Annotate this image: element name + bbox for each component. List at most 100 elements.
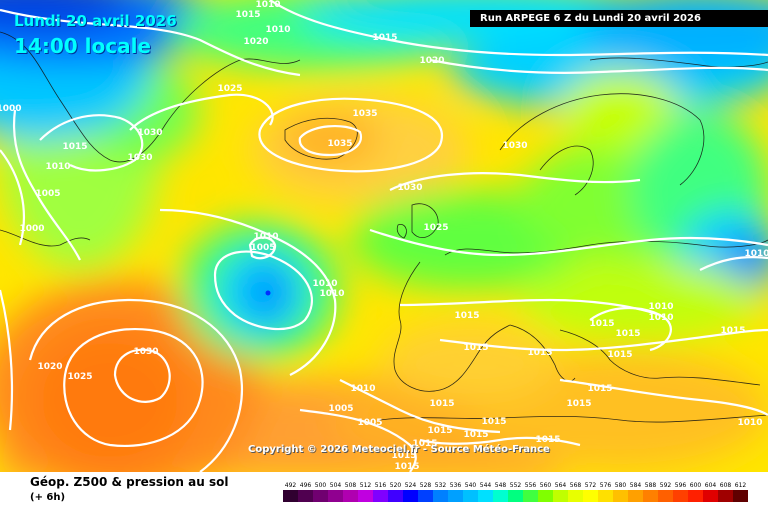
scale-swatch [313, 490, 328, 502]
scale-swatch [628, 490, 643, 502]
scale-swatch [463, 490, 478, 502]
color-scale: 492 496 500 504 508 512 516 520 524 528 532 536 540 5… [283, 482, 748, 502]
scale-value: 600 [690, 482, 702, 489]
isobar-label: 1015 [527, 348, 552, 358]
isobar-label: 1005 [250, 243, 275, 253]
isobar-label: 1010 [350, 384, 375, 394]
isobar-labels: 1015101010201010101510201025103510351030… [0, 0, 768, 472]
isobar-label: 1015 [372, 33, 397, 43]
scale-value: 584 [630, 482, 642, 489]
model-run-banner: Run ARPEGE 6 Z du Lundi 20 avril 2026 [470, 10, 768, 27]
scale-swatches [283, 490, 748, 502]
isobar-label: 1015 [429, 399, 454, 409]
scale-value: 592 [660, 482, 672, 489]
scale-value: 508 [345, 482, 357, 489]
forecast-date: Lundi 20 avril 2026 [14, 12, 177, 30]
isobar-label: 1035 [327, 139, 352, 149]
isobar-label: 1015 [720, 326, 745, 336]
isobar-label: 1030 [502, 141, 527, 151]
scale-swatch [328, 490, 343, 502]
scale-swatch [448, 490, 463, 502]
scale-value: 596 [675, 482, 687, 489]
isobar-label: 1015 [62, 142, 87, 152]
isobar-label: 1010 [265, 25, 290, 35]
scale-value: 504 [330, 482, 342, 489]
isobar-label: 1005 [35, 189, 60, 199]
scale-value: 572 [585, 482, 597, 489]
isobar-label: 1010 [45, 162, 70, 172]
isobar-label: 1015 [535, 435, 560, 445]
scale-labels: 492 496 500 504 508 512 516 520 524 528 532 536 540 5… [285, 482, 747, 489]
scale-swatch [478, 490, 493, 502]
scale-swatch [673, 490, 688, 502]
isobar-label: 1035 [352, 109, 377, 119]
isobar-lines [0, 0, 768, 472]
isobar-label: 1015 [615, 329, 640, 339]
scale-swatch [598, 490, 613, 502]
scale-swatch [538, 490, 553, 502]
legend-title: Géop. Z500 & pression au sol [30, 475, 229, 489]
scale-swatch [388, 490, 403, 502]
scale-swatch [403, 490, 418, 502]
scale-value: 568 [570, 482, 582, 489]
isobar-label: 1010 [737, 418, 762, 428]
isobar-label: 1015 [412, 439, 437, 449]
isobar-label: 1015 [463, 430, 488, 440]
isobar-label: 1010 [648, 313, 673, 323]
isobar-label: 1010 [253, 232, 278, 242]
scale-value: 516 [375, 482, 387, 489]
scale-value: 580 [615, 482, 627, 489]
isobar-label: 1000 [19, 224, 44, 234]
scale-swatch [373, 490, 388, 502]
scale-value: 552 [510, 482, 522, 489]
isobar-label: 1015 [235, 10, 260, 20]
isobar-label: 1010 [255, 0, 280, 10]
scale-value: 604 [705, 482, 717, 489]
scale-value: 496 [300, 482, 312, 489]
scale-swatch [613, 490, 628, 502]
scale-swatch [343, 490, 358, 502]
isobar-label: 1010 [319, 289, 344, 299]
scale-value: 564 [555, 482, 567, 489]
scale-swatch [433, 490, 448, 502]
scale-value: 548 [495, 482, 507, 489]
isobar-label: 1030 [137, 128, 162, 138]
isobar-label: 1015 [391, 451, 416, 461]
isobar-label: 1015 [454, 311, 479, 321]
scale-value: 612 [735, 482, 747, 489]
isobar-label: 1005 [328, 404, 353, 414]
scale-swatch [583, 490, 598, 502]
scale-swatch [358, 490, 373, 502]
scale-value: 608 [720, 482, 732, 489]
scale-swatch [643, 490, 658, 502]
isobar-label: 1025 [217, 84, 242, 94]
scale-swatch [568, 490, 583, 502]
geopotential-map: 1015101010201010101510201025103510351030… [0, 0, 768, 472]
scale-value: 520 [390, 482, 402, 489]
legend-panel: Géop. Z500 & pression au sol (+ 6h) 492 4… [0, 472, 768, 512]
isobar-label: 1030 [397, 183, 422, 193]
isobar-label: 1015 [589, 319, 614, 329]
isobar-label: 1005 [357, 418, 382, 428]
scale-value: 532 [435, 482, 447, 489]
isobar-label: 1015 [566, 399, 591, 409]
isobar-label: 1020 [419, 56, 444, 66]
isobar-label: 1015 [587, 384, 612, 394]
scale-value: 556 [525, 482, 537, 489]
isobar-label: 1010 [648, 302, 673, 312]
scale-swatch [703, 490, 718, 502]
scale-swatch [688, 490, 703, 502]
isobar-label: 1020 [243, 37, 268, 47]
scale-value: 528 [420, 482, 432, 489]
copyright-notice: Copyright © 2026 Meteociel.fr - Source M… [248, 444, 550, 455]
isobar-label: 1010 [312, 279, 337, 289]
z500-color-field [0, 0, 768, 472]
isobar-label: 1015 [463, 343, 488, 353]
isobar-label: 1030 [133, 347, 158, 357]
low-center-mark [265, 290, 271, 296]
coastlines [0, 31, 768, 423]
isobar-label: 1020 [37, 362, 62, 372]
isobar-label: 1010 [744, 249, 768, 259]
scale-swatch [418, 490, 433, 502]
